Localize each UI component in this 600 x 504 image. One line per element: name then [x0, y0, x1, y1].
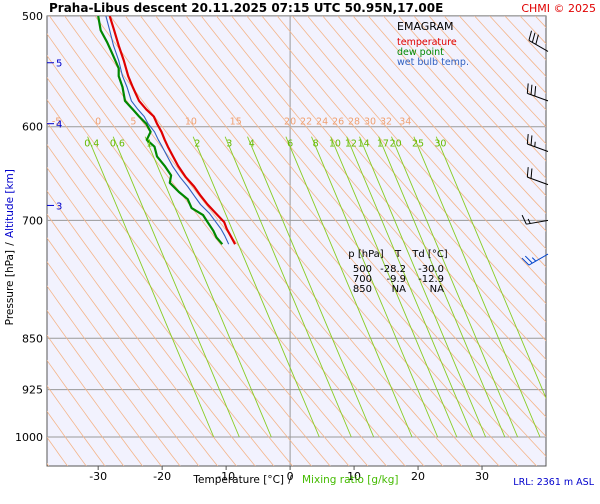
chart-title: EMAGRAM — [397, 20, 454, 33]
mixing-ratio-label: 14 — [358, 139, 370, 150]
dry-adiabat-label: 26 — [332, 117, 344, 128]
chart-header-title: Praha-Libus descent 20.11.2025 07:15 UTC… — [49, 1, 443, 15]
dry-adiabat-label: 28 — [348, 117, 360, 128]
y-axis-tick-label: 500 — [22, 10, 43, 23]
x-axis-tick-label: 20 — [411, 470, 425, 483]
dry-adiabat-label: 10 — [185, 117, 197, 128]
dry-adiabat-label: 20 — [284, 117, 296, 128]
mixing-ratio-label: 4 — [249, 139, 255, 150]
mixing-ratio-label: 12 — [345, 139, 357, 150]
dry-adiabat-label: 30 — [364, 117, 376, 128]
mixing-ratio-label: 25 — [412, 139, 424, 150]
table-cell: 850 — [353, 284, 372, 295]
y-axis-separator: / — [4, 242, 16, 246]
mixing-ratio-label: 8 — [313, 139, 319, 150]
altitude-tick-label: 4 — [56, 120, 62, 131]
x-axis-tick-label: -20 — [153, 470, 171, 483]
altitude-tick-label: 3 — [56, 201, 62, 212]
altitude-tick-label: 5 — [56, 59, 62, 70]
table-header-t: T — [394, 249, 402, 260]
mixing-ratio-label: 30 — [434, 139, 446, 150]
dry-adiabat-label: 15 — [230, 117, 242, 128]
dry-adiabat-label: 24 — [316, 117, 328, 128]
mixing-ratio-label: 3 — [226, 139, 232, 150]
dry-adiabat-label: 5 — [130, 117, 136, 128]
y-axis-label-pressure: Pressure [hPa] — [4, 250, 16, 325]
table-header-td: Td [°C] — [411, 249, 448, 260]
legend: EMAGRAM temperature dew point wet bulb t… — [391, 17, 495, 69]
mixing-ratio-label: 2 — [194, 139, 200, 150]
y-axis-tick-label: 600 — [22, 121, 43, 134]
mixing-ratio-label: 0.6 — [110, 139, 125, 150]
mixing-ratio-label: 10 — [329, 139, 341, 150]
x-axis-tick-label: 30 — [475, 470, 489, 483]
dry-adiabat-label: 0 — [95, 117, 101, 128]
lrl-label: LRL: 2361 m ASL — [513, 477, 594, 488]
dry-adiabat-label: 32 — [380, 117, 392, 128]
x-axis-label-mixing: Mixing ratio [g/kg] — [302, 474, 398, 486]
mixing-ratio-label: 1 — [146, 139, 152, 150]
table-header-p: p [hPa] — [348, 249, 383, 260]
x-axis-label-temperature: Temperature [°C] — [192, 474, 284, 486]
mixing-ratio-label: 0.4 — [84, 139, 99, 150]
table-cell: NA — [430, 284, 444, 295]
y-axis-tick-label: 850 — [22, 332, 43, 345]
values-table: p [hPa] T Td [°C] 500 -28.2 -30.0 700 -9… — [348, 249, 448, 295]
legend-wet-bulb: wet bulb temp. — [397, 57, 469, 68]
table-cell: NA — [392, 284, 406, 295]
mixing-ratio-label: 6 — [287, 139, 293, 150]
dry-adiabat-label: 22 — [300, 117, 312, 128]
y-axis-tick-label: 925 — [22, 384, 43, 397]
x-axis-separator: / — [288, 474, 292, 486]
mixing-ratio-label: 17 — [377, 139, 389, 150]
credit-label: CHMI © 2025 — [521, 2, 596, 15]
mixing-ratio-label: 20 — [390, 139, 402, 150]
dry-adiabat-label: 34 — [399, 117, 411, 128]
y-axis-tick-label: 700 — [22, 214, 43, 227]
y-axis-tick-label: 1000 — [15, 431, 43, 444]
x-axis-tick-label: -30 — [89, 470, 107, 483]
y-axis-label-altitude: Altitude [km] — [4, 169, 16, 238]
